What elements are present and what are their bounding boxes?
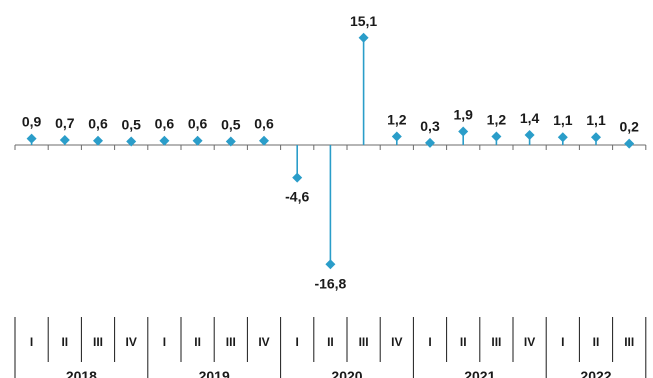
quarter-tick-label-10: III [359, 335, 369, 349]
data-labels-group: 0,9 0,7 0,6 0,5 0,6 0,6 0,5 0,6 -4,6 -16,8 15,1 1,2… [22, 13, 639, 291]
quarter-tick-label-4: I [163, 335, 166, 349]
data-point-1 [59, 135, 70, 146]
data-point-17 [591, 132, 601, 143]
data-label-5: 0,6 [188, 116, 208, 132]
data-point-16 [557, 132, 568, 143]
data-point-11 [391, 131, 402, 142]
data-point-13 [458, 126, 469, 137]
data-label-1: 0,7 [55, 115, 75, 131]
data-point-12 [425, 137, 435, 148]
quarter-tick-label-14: III [491, 335, 501, 349]
data-point-9 [325, 259, 336, 270]
quarter-tick-label-18: III [624, 335, 634, 349]
data-label-16: 1,1 [553, 112, 573, 128]
data-point-15 [524, 130, 535, 141]
data-point-5 [192, 135, 203, 146]
quarter-tick-label-8: I [296, 335, 299, 349]
quarter-tick-label-17: II [593, 335, 600, 349]
data-label-8: -4,6 [285, 189, 309, 205]
data-point-3 [126, 136, 137, 147]
data-label-4: 0,6 [155, 116, 175, 132]
data-label-18: 0,2 [619, 119, 639, 135]
data-point-14 [491, 131, 502, 142]
data-label-10: 15,1 [350, 13, 377, 29]
quarter-tick-label-1: II [61, 335, 68, 349]
data-label-7: 0,6 [254, 116, 274, 132]
stems-group [30, 37, 631, 265]
quarter-tick-label-13: II [460, 335, 467, 349]
year-label-2020: 2020 [331, 368, 362, 378]
data-label-14: 1,2 [487, 111, 507, 127]
year-label-2018: 2018 [66, 368, 97, 378]
data-label-9: -16,8 [314, 275, 346, 291]
data-point-8 [292, 172, 303, 183]
quarter-tick-label-16: I [561, 335, 564, 349]
quarter-tick-label-9: II [327, 335, 334, 349]
category-axis-group: I II III IV I II III IV I II III IV I II III IV I II III20… [14, 317, 647, 378]
points-group [26, 32, 635, 270]
data-label-3: 0,5 [121, 116, 141, 132]
data-label-2: 0,6 [88, 116, 108, 132]
quarter-tick-label-0: I [30, 335, 33, 349]
data-point-4 [159, 135, 170, 146]
data-label-0: 0,9 [22, 114, 42, 130]
year-label-2021: 2021 [464, 368, 495, 378]
data-label-6: 0,5 [221, 116, 241, 132]
data-point-10 [358, 32, 369, 43]
quarter-tick-label-3: IV [126, 335, 137, 349]
data-label-12: 0,3 [420, 118, 440, 134]
data-label-11: 1,2 [387, 111, 407, 127]
quarter-tick-label-6: III [226, 335, 236, 349]
data-point-6 [225, 136, 236, 147]
data-point-2 [93, 135, 103, 146]
quarter-tick-label-12: I [428, 335, 431, 349]
year-label-2019: 2019 [199, 368, 230, 378]
quarter-tick-label-7: IV [258, 335, 269, 349]
data-point-0 [26, 133, 37, 144]
data-label-17: 1,1 [586, 112, 606, 128]
data-point-18 [624, 138, 635, 149]
quarter-tick-label-2: III [93, 335, 103, 349]
data-label-15: 1,4 [520, 110, 540, 126]
quarter-tick-label-5: II [194, 335, 201, 349]
year-label-2022: 2022 [580, 368, 611, 378]
quarter-tick-label-11: IV [391, 335, 402, 349]
quarter-tick-label-15: IV [524, 335, 535, 349]
data-point-7 [259, 135, 269, 146]
data-label-13: 1,9 [453, 107, 473, 123]
